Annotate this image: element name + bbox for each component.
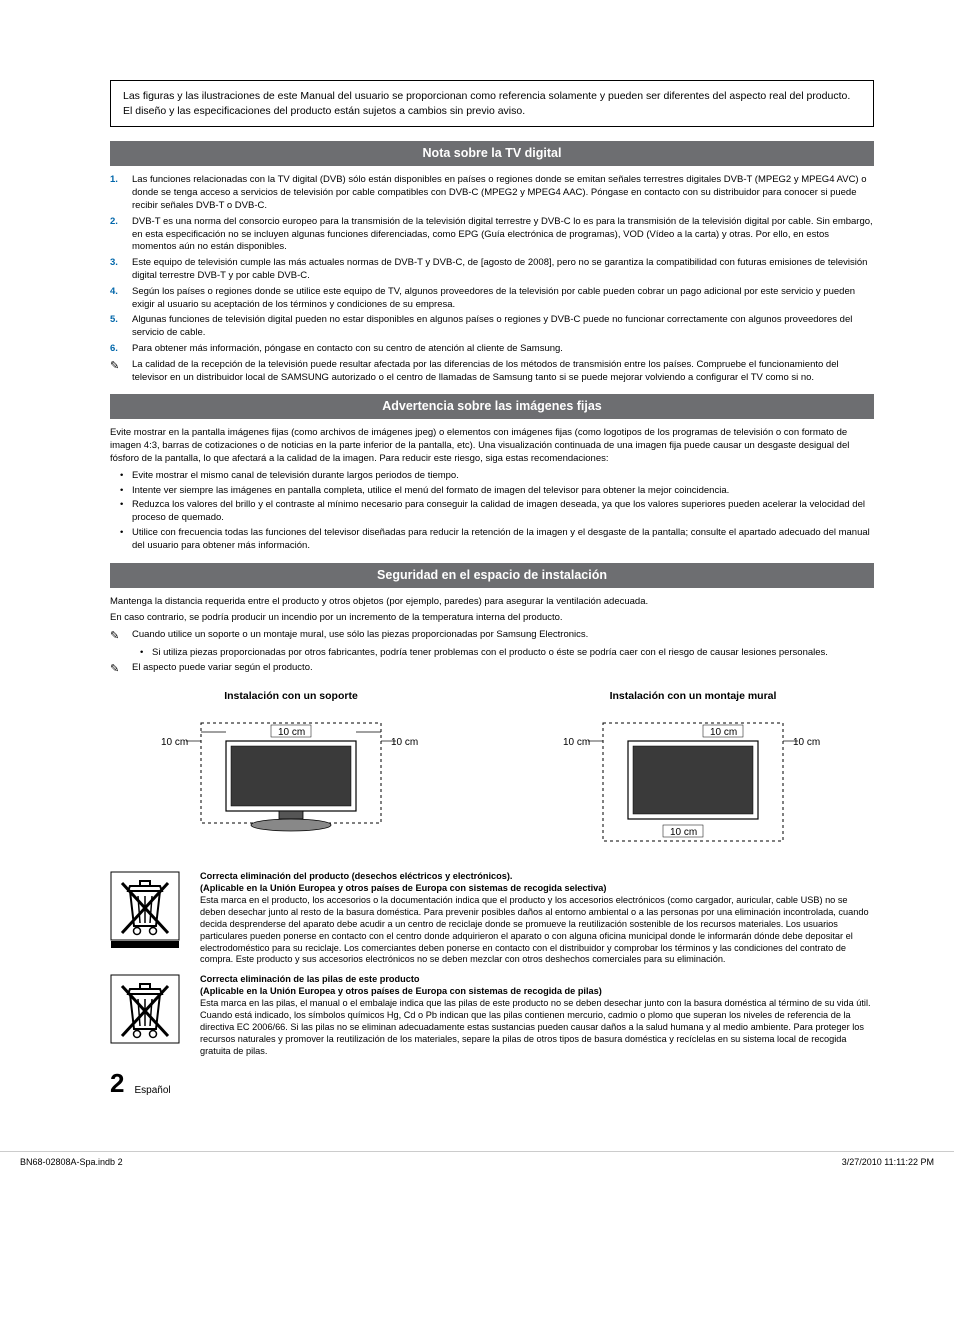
safety-note2: ✎ El aspecto puede variar según el produ… [110, 662, 874, 677]
notice-text: Las figuras y las ilustraciones de este … [123, 90, 850, 117]
disposal1-sub: (Aplicable en la Unión Europea y otros p… [200, 883, 606, 893]
safety-p2: En caso contrario, se podría producir un… [110, 612, 874, 625]
dim-label: 10 cm [278, 727, 305, 738]
note-text: El aspecto puede variar según el product… [132, 662, 874, 677]
dim-label: 10 cm [670, 827, 697, 838]
weee-icon [110, 871, 188, 967]
list-num: 3. [110, 257, 132, 283]
wall-title: Instalación con un montaje mural [512, 689, 874, 703]
list-item: Si utiliza piezas proporcionadas por otr… [152, 647, 874, 660]
section-header-still: Advertencia sobre las imágenes fijas [110, 394, 874, 419]
dtv-list: 1.Las funciones relacionadas con la TV d… [110, 174, 874, 356]
still-intro: Evite mostrar en la pantalla imágenes fi… [110, 427, 874, 465]
dim-label: 10 cm [793, 737, 820, 748]
safety-note1: ✎ Cuando utilice un soporte o un montaje… [110, 629, 874, 644]
page-footer: 2 Español [110, 1066, 874, 1101]
battery-weee-icon [110, 974, 188, 1058]
disposal2-sub: (Aplicable en la Unión Europea y otros p… [200, 986, 602, 996]
list-item: Evite mostrar el mismo canal de televisi… [132, 470, 874, 483]
print-footer-right: 3/27/2010 11:11:22 PM [842, 1156, 934, 1168]
print-footer: BN68-02808A-Spa.indb 2 3/27/2010 11:11:2… [0, 1151, 954, 1172]
disposal2-body: Esta marca en las pilas, el manual o el … [200, 998, 871, 1056]
list-item: Intente ver siempre las imágenes en pant… [132, 485, 874, 498]
safety-sub: Si utiliza piezas proporcionadas por otr… [110, 647, 874, 660]
dim-label: 10 cm [161, 737, 188, 748]
list-text: Para obtener más información, póngase en… [132, 343, 874, 356]
dtv-note: ✎ La calidad de la recepción de la telev… [110, 359, 874, 385]
disposal1-title: Correcta eliminación del producto (desec… [200, 871, 512, 881]
section-header-safety: Seguridad en el espacio de instalación [110, 563, 874, 588]
stand-diagram: 10 cm 10 cm 10 cm [110, 713, 472, 863]
still-bullets: Evite mostrar el mismo canal de televisi… [110, 470, 874, 553]
list-num: 4. [110, 286, 132, 312]
dim-label: 10 cm [391, 737, 418, 748]
list-num: 6. [110, 343, 132, 356]
list-text: Las funciones relacionadas con la TV dig… [132, 174, 874, 212]
note-icon: ✎ [110, 662, 132, 677]
notice-box: Las figuras y las ilustraciones de este … [110, 80, 874, 127]
list-text: DVB-T es una norma del consorcio europeo… [132, 216, 874, 254]
dim-label: 10 cm [710, 727, 737, 738]
page-language: Español [134, 1084, 170, 1102]
disposal2-title: Correcta eliminación de las pilas de est… [200, 974, 420, 984]
note-icon: ✎ [110, 359, 132, 385]
section-header-dtv: Nota sobre la TV digital [110, 141, 874, 166]
disposal1-body: Esta marca en el producto, los accesorio… [200, 895, 869, 965]
list-item: Utilice con frecuencia todas las funcion… [132, 527, 874, 553]
note-text: Cuando utilice un soporte o un montaje m… [132, 629, 874, 644]
list-item: Reduzca los valores del brillo y el cont… [132, 499, 874, 525]
stand-title: Instalación con un soporte [110, 689, 472, 703]
note-text: La calidad de la recepción de la televis… [132, 359, 874, 385]
safety-p1: Mantenga la distancia requerida entre el… [110, 596, 874, 609]
print-footer-left: BN68-02808A-Spa.indb 2 [20, 1156, 123, 1168]
list-num: 5. [110, 314, 132, 340]
list-text: Según los países o regiones donde se uti… [132, 286, 874, 312]
note-icon: ✎ [110, 629, 132, 644]
list-num: 2. [110, 216, 132, 254]
disposal-product: Correcta eliminación del producto (desec… [110, 871, 874, 967]
disposal-battery: Correcta eliminación de las pilas de est… [110, 974, 874, 1058]
list-text: Algunas funciones de televisión digital … [132, 314, 874, 340]
list-num: 1. [110, 174, 132, 212]
dim-label: 10 cm [563, 737, 590, 748]
wall-diagram: 10 cm 10 cm 10 cm 10 cm [512, 713, 874, 863]
list-text: Este equipo de televisión cumple las más… [132, 257, 874, 283]
page-number: 2 [110, 1066, 124, 1101]
install-diagrams: Instalación con un soporte 10 c [110, 689, 874, 863]
